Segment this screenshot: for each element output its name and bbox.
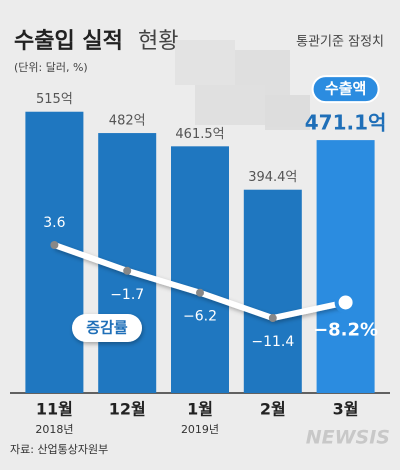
chart-title-suffix: 현황 <box>138 29 178 54</box>
bar-value-label: 515억 <box>36 92 73 107</box>
x-tick-label: 3월 <box>333 400 359 419</box>
bar-value-label: 482억 <box>109 114 146 129</box>
legend-label: 증감률 <box>86 319 128 337</box>
x-sublabel: 2018년 <box>35 423 73 436</box>
line-value-label: −11.4 <box>251 334 294 350</box>
bar <box>316 140 375 393</box>
chart-title: 수출입 실적 <box>14 29 123 54</box>
x-tick-label: 1월 <box>187 400 213 419</box>
line-value-label: −6.2 <box>183 309 217 325</box>
x-tick-label: 12월 <box>109 400 146 419</box>
source: 자료: 산업통상자원부 <box>10 443 108 456</box>
line-value-label: −1.7 <box>110 287 144 303</box>
bar-value-label: 394.4억 <box>248 170 297 185</box>
line-point <box>196 288 204 297</box>
line-value-label: 3.6 <box>43 215 65 231</box>
legend-label: 수출액 <box>325 80 366 98</box>
bar <box>243 189 302 393</box>
bar-value-label: 471.1억 <box>305 111 387 135</box>
note: 통관기준 잠정치 <box>296 35 384 50</box>
x-tick-label: 2월 <box>260 400 286 419</box>
bar <box>171 146 229 393</box>
subtitle: (단위: 달러, %) <box>14 61 88 74</box>
line-point <box>123 266 132 275</box>
line-value-label: −8.2% <box>313 319 378 340</box>
legend-box <box>311 75 380 104</box>
x-sublabel: 2019년 <box>181 423 219 436</box>
bar-value-label: 461.5억 <box>175 127 224 142</box>
watermark: NEWSIS <box>306 427 390 449</box>
boxes-illustration <box>175 40 310 130</box>
line-point <box>268 314 277 323</box>
line-point <box>50 241 59 249</box>
line-point <box>334 291 357 314</box>
x-tick-label: 11월 <box>36 400 73 419</box>
legend-box <box>72 314 142 342</box>
